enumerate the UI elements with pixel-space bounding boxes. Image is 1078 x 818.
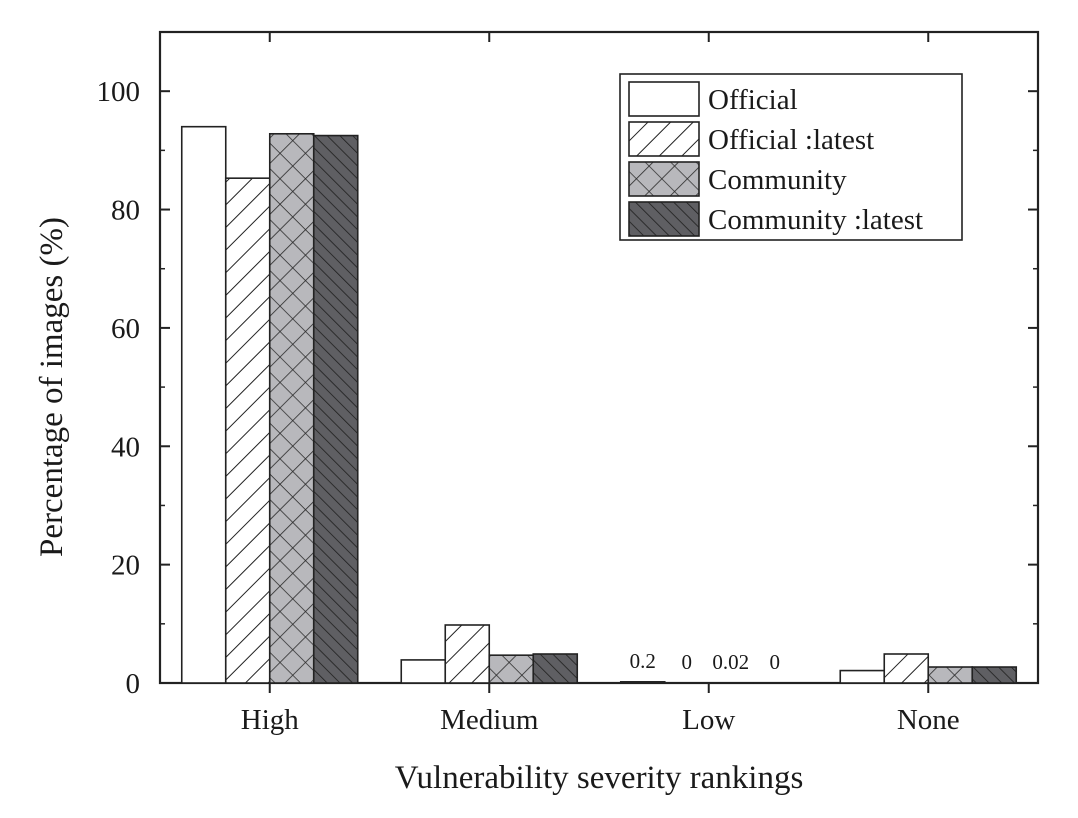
bar-medium-official <box>400 659 447 684</box>
data-labels-group: 0.2 0 0.02 0 <box>630 649 780 674</box>
data-label-low-official: 0.2 <box>630 649 656 673</box>
legend-label-community-latest: Community :latest <box>708 204 923 236</box>
legend-label-official: Official <box>708 84 798 116</box>
bars-group <box>180 125 1018 684</box>
y-tick-label: 40 <box>111 431 140 463</box>
bar-none-official-latest <box>883 653 930 684</box>
y-tick-label: 0 <box>126 668 141 700</box>
legend-swatch-official <box>628 81 700 117</box>
legend-swatch-community-latest <box>628 201 700 237</box>
bar-low-official <box>619 681 666 684</box>
data-label-low-community: 0.02 <box>712 650 749 674</box>
bar-medium-community <box>488 654 535 684</box>
bar-none-community-latest <box>971 666 1018 684</box>
y-tick-label: 100 <box>97 76 141 108</box>
plot-frame <box>158 30 1040 685</box>
y-tick-label: 20 <box>111 550 140 582</box>
x-axis-title: Vulnerability severity rankings <box>395 760 804 796</box>
data-label-low-community-latest: 0 <box>770 650 781 674</box>
bar-medium-official-latest <box>444 624 491 684</box>
bar-high-community <box>268 132 315 684</box>
x-tick-label-none: None <box>897 704 960 736</box>
y-tick-label: 60 <box>111 313 140 345</box>
legend-label-official-latest: Official :latest <box>708 124 874 156</box>
bar-high-official-latest <box>224 177 271 684</box>
x-tick-label-medium: Medium <box>440 704 539 736</box>
y-axis-title: Percentage of images (%) <box>34 217 70 557</box>
x-tick-label-high: High <box>241 704 300 736</box>
bar-medium-community-latest <box>532 653 579 684</box>
axes-group: 0 20 40 60 80 100 High Medium Low None <box>97 31 1038 736</box>
legend-label-community: Community <box>708 164 847 196</box>
plot-area <box>158 30 1040 685</box>
legend-swatch-community <box>628 161 700 197</box>
bar-none-community <box>927 666 974 684</box>
data-label-low-official-latest: 0 <box>682 650 693 674</box>
x-tick-label-low: Low <box>682 704 735 736</box>
bar-high-official <box>180 125 227 684</box>
bar-high-community-latest <box>312 134 359 684</box>
y-tick-label: 80 <box>111 195 140 227</box>
legend: Official Official :latest Community Communi… <box>619 73 963 241</box>
legend-swatch-official-latest <box>628 121 700 157</box>
bar-none-official <box>839 669 886 684</box>
